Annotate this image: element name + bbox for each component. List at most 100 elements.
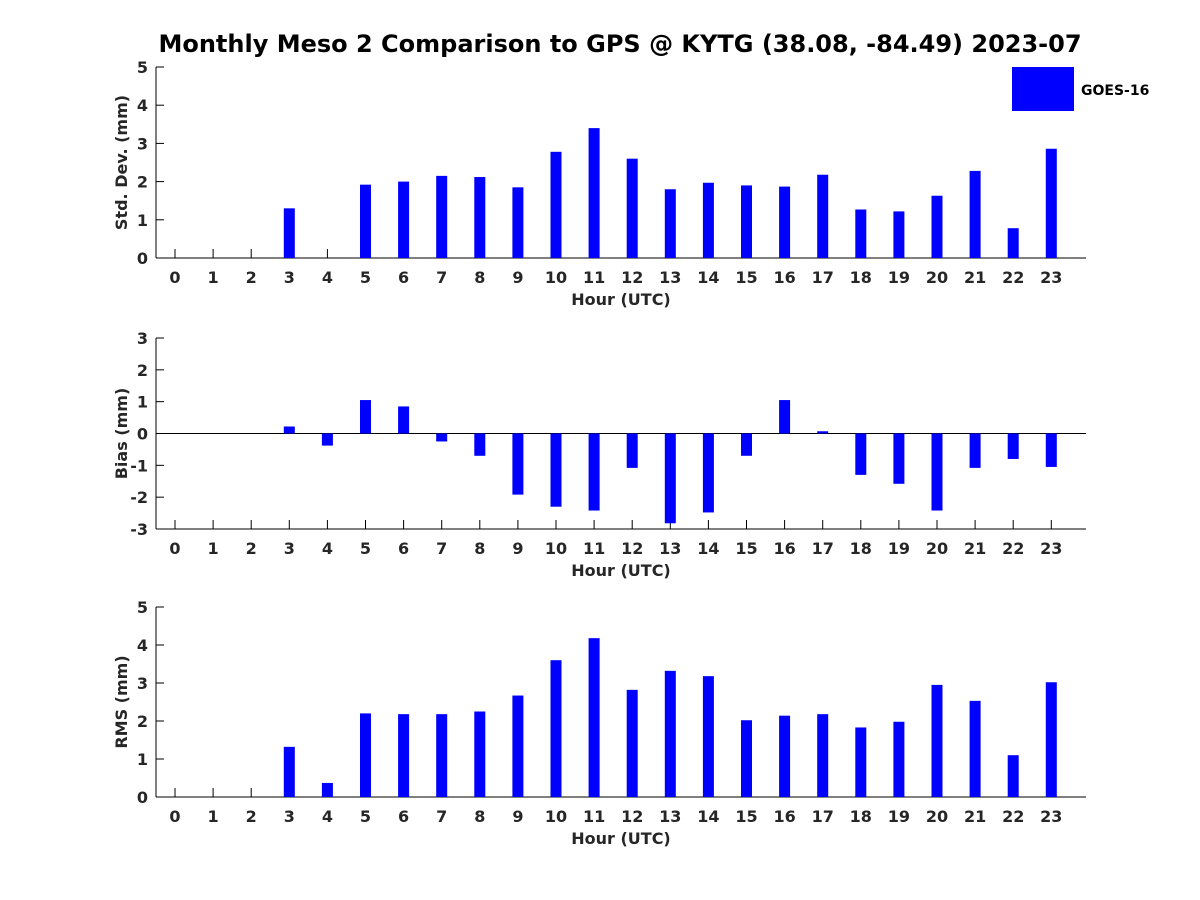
y-tick-label: -3 [130, 520, 148, 539]
x-tick-label: 18 [850, 268, 872, 287]
bar-hour-13 [664, 189, 676, 258]
bar-hour-18 [855, 727, 867, 797]
x-tick-label: 7 [436, 539, 447, 558]
y-tick-label: 5 [137, 58, 148, 77]
legend-label: GOES-16 [1081, 83, 1149, 99]
bar-hour-21 [969, 700, 981, 797]
bar-hour-19 [893, 721, 905, 797]
bar-hour-17 [817, 431, 829, 434]
bar-hour-15 [741, 720, 752, 797]
x-tick-label: 10 [545, 268, 567, 287]
y-tick-label: 2 [137, 361, 148, 380]
x-tick-label: 3 [284, 268, 295, 287]
y-axis-label: RMS (mm) [112, 655, 131, 748]
bar-hour-6 [398, 181, 410, 258]
bar-hour-5 [360, 184, 371, 258]
bar-hour-23 [1045, 682, 1057, 797]
x-tick-label: 11 [583, 268, 605, 287]
bar-hour-11 [588, 433, 600, 511]
y-tick-label: -2 [130, 488, 148, 507]
bar-hour-7 [436, 433, 448, 442]
x-tick-label: 2 [246, 268, 257, 287]
bar-hour-17 [817, 714, 829, 797]
x-axis-label: Hour (UTC) [571, 561, 671, 580]
bar-hour-3 [283, 208, 295, 258]
x-tick-label: 7 [436, 268, 447, 287]
x-tick-label: 4 [322, 268, 333, 287]
x-tick-label: 15 [735, 268, 757, 287]
x-tick-label: 20 [926, 268, 948, 287]
x-tick-label: 3 [284, 807, 295, 826]
x-tick-label: 2 [246, 539, 257, 558]
x-tick-label: 8 [474, 268, 485, 287]
x-tick-label: 0 [169, 268, 180, 287]
x-tick-label: 6 [398, 268, 409, 287]
bar-hour-19 [893, 433, 905, 484]
x-tick-label: 17 [812, 539, 834, 558]
x-tick-label: 14 [697, 539, 719, 558]
x-tick-label: 15 [735, 539, 757, 558]
x-tick-label: 10 [545, 807, 567, 826]
bar-hour-8 [474, 711, 486, 797]
x-tick-label: 11 [583, 807, 605, 826]
bar-hour-14 [702, 433, 714, 513]
bar-hour-8 [474, 177, 486, 258]
bar-hour-11 [588, 128, 600, 258]
x-tick-label: 17 [812, 807, 834, 826]
bar-hour-4 [321, 433, 333, 446]
bar-hour-16 [779, 400, 791, 434]
bar-hour-10 [550, 433, 562, 507]
x-tick-label: 16 [773, 539, 795, 558]
x-tick-label: 9 [512, 268, 523, 287]
x-tick-label: 4 [322, 807, 333, 826]
bar-hour-10 [550, 151, 562, 258]
x-tick-label: 15 [735, 807, 757, 826]
y-tick-label: 3 [137, 674, 148, 693]
y-tick-label: 1 [137, 211, 148, 230]
bar-hour-9 [512, 695, 524, 797]
bar-hour-12 [626, 689, 638, 797]
x-tick-label: 13 [659, 807, 681, 826]
x-tick-label: 23 [1040, 268, 1062, 287]
y-tick-label: 0 [137, 425, 148, 444]
x-tick-label: 12 [621, 539, 643, 558]
bar-hour-9 [512, 187, 524, 258]
x-tick-label: 22 [1002, 268, 1024, 287]
bar-hour-9 [512, 433, 524, 495]
x-tick-label: 21 [964, 268, 986, 287]
x-tick-label: 14 [697, 268, 719, 287]
x-tick-label: 0 [169, 539, 180, 558]
x-tick-label: 19 [888, 268, 910, 287]
x-axis-label: Hour (UTC) [571, 829, 671, 848]
y-tick-label: 5 [137, 598, 148, 617]
bar-hour-7 [436, 175, 448, 258]
bar-hour-5 [360, 713, 371, 797]
bar-hour-13 [664, 670, 676, 797]
x-tick-label: 21 [964, 539, 986, 558]
x-tick-label: 3 [284, 539, 295, 558]
bar-hour-12 [626, 433, 638, 468]
bar-hour-15 [741, 185, 752, 258]
y-tick-label: 4 [137, 636, 148, 655]
bar-hour-6 [398, 406, 410, 434]
y-tick-label: 2 [137, 173, 148, 192]
bar-hour-15 [741, 433, 752, 456]
x-tick-label: 5 [360, 268, 371, 287]
y-tick-label: 1 [137, 393, 148, 412]
bar-hour-21 [969, 170, 981, 258]
x-tick-label: 8 [474, 807, 485, 826]
y-tick-label: 0 [137, 788, 148, 807]
bar-hour-16 [779, 715, 791, 797]
x-tick-label: 16 [773, 268, 795, 287]
x-tick-label: 6 [398, 539, 409, 558]
x-tick-label: 18 [850, 539, 872, 558]
bar-hour-14 [702, 676, 714, 797]
x-tick-label: 10 [545, 539, 567, 558]
bar-hour-21 [969, 433, 981, 468]
x-tick-label: 19 [888, 539, 910, 558]
y-tick-label: -1 [130, 456, 148, 475]
x-tick-label: 19 [888, 807, 910, 826]
x-tick-label: 13 [659, 539, 681, 558]
